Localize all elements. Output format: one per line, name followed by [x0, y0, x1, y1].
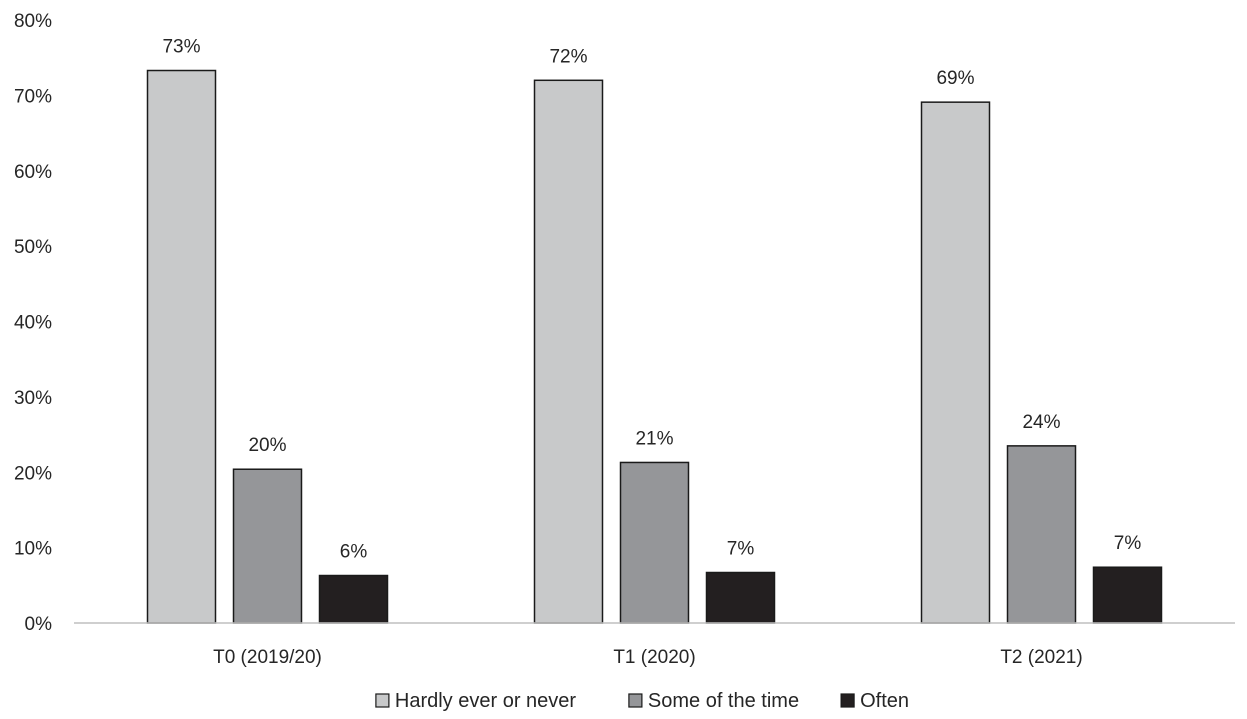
y-tick-label: 50% [14, 237, 52, 258]
x-tick-label: T0 (2019/20) [213, 647, 322, 668]
data-label: 73% [162, 37, 200, 58]
y-tick-label: 40% [14, 313, 52, 334]
data-label: 6% [340, 542, 368, 563]
y-axis: 0% 10% 20% 30% 40% 50% 60% 70% 80% [14, 11, 52, 635]
x-axis: T0 (2019/20) T1 (2020) T2 (2021) [74, 622, 1235, 668]
bar [619, 461, 690, 624]
data-label: 7% [727, 538, 755, 559]
legend-swatch [840, 693, 855, 708]
bar [533, 79, 604, 624]
y-tick-label: 60% [14, 162, 52, 183]
bar [232, 468, 303, 624]
y-tick-label: 20% [14, 463, 52, 484]
data-label: 20% [248, 435, 286, 456]
legend-label: Hardly ever or never [395, 690, 577, 712]
data-label: 24% [1022, 412, 1060, 433]
legend-swatch [375, 693, 390, 708]
data-label: 69% [936, 68, 974, 89]
y-tick-label: 30% [14, 388, 52, 409]
y-tick-label: 80% [14, 11, 52, 32]
data-label: 7% [1114, 533, 1142, 554]
data-labels: 73% 20% 6% 72% 21% 7% 69% 24% 7% [162, 37, 1141, 563]
bar [705, 571, 776, 624]
bar [318, 574, 389, 624]
x-tick-label: T2 (2021) [1000, 647, 1082, 668]
data-label: 72% [549, 46, 587, 67]
y-tick-label: 70% [14, 86, 52, 107]
x-tick-label: T1 (2020) [613, 647, 695, 668]
bar [1006, 445, 1077, 624]
y-tick-label: 0% [25, 614, 53, 635]
y-tick-label: 10% [14, 539, 52, 560]
legend-label: Some of the time [648, 690, 799, 712]
bar [1092, 566, 1163, 624]
legend-label: Often [860, 690, 909, 712]
data-label: 21% [635, 428, 673, 449]
legend: Hardly ever or never Some of the time Ofte… [375, 690, 909, 712]
bar [146, 69, 217, 624]
bar [920, 101, 991, 624]
bars [146, 69, 1163, 624]
legend-swatch [628, 693, 643, 708]
